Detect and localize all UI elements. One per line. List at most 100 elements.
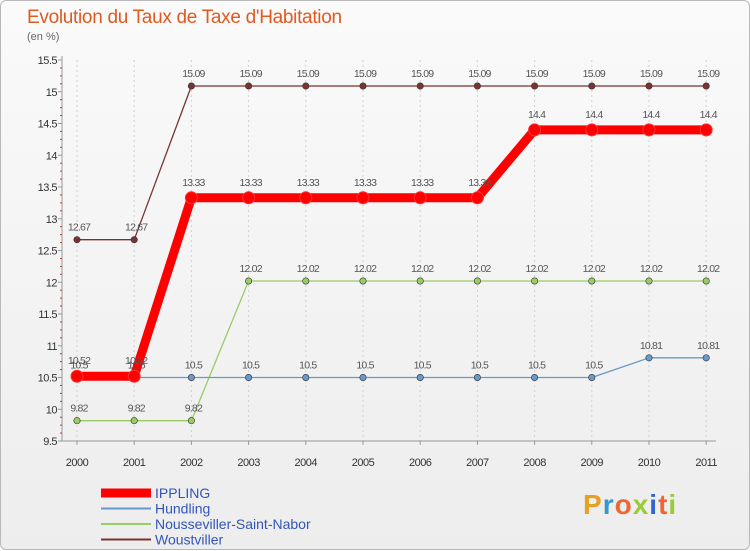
y-tick-label: 15.5 [38, 55, 58, 67]
axes: 9.5 10 10.5 11 11.5 12 12.5 13 13.5 14 14.5 15 15.5 2… [38, 55, 718, 469]
data-point [73, 417, 81, 425]
data-point [531, 82, 539, 90]
data-label: 12.67 [68, 222, 91, 234]
data-label: 9.82 [185, 403, 203, 415]
data-label: 12.67 [125, 222, 148, 234]
data-label: 13.33 [354, 177, 377, 189]
y-tick-label: 10 [46, 404, 58, 416]
chart-subtitle: (en %) [27, 31, 60, 43]
data-point [302, 82, 310, 90]
data-label: 12.02 [297, 263, 320, 275]
x-tick-label: 2009 [581, 457, 604, 469]
data-point [187, 82, 195, 90]
data-point [702, 82, 710, 90]
data-label: 10.5 [585, 360, 603, 372]
legend: IPPLINGHundlingNousseviller-Saint-NaborW… [101, 485, 311, 548]
data-label: 13.33 [182, 177, 205, 189]
data-point [127, 369, 141, 383]
data-label: 10.5 [70, 360, 88, 372]
series-nousseviller-saint-nabor [73, 277, 710, 425]
data-label: 15.09 [640, 68, 663, 80]
x-tick-label: 2001 [123, 457, 146, 469]
series-layer [70, 82, 713, 425]
y-tick-label: 10.5 [38, 373, 58, 385]
logo-letter: o [614, 489, 633, 520]
data-label: 13.33 [297, 177, 320, 189]
x-tick-label: 2002 [180, 457, 203, 469]
data-point [585, 123, 599, 137]
data-point [245, 277, 253, 285]
data-point [702, 277, 710, 285]
data-label: 15.09 [354, 68, 377, 80]
y-tick-label: 15 [46, 87, 58, 99]
data-point [359, 277, 367, 285]
logo-letter: r [602, 489, 615, 520]
y-tick-label: 13 [46, 214, 58, 226]
x-tick-label: 2010 [638, 457, 661, 469]
data-label: 12.02 [697, 263, 720, 275]
data-label: 10.52 [125, 355, 148, 367]
data-label: 14.4 [642, 109, 660, 121]
data-point [245, 82, 253, 90]
legend-label: IPPLING [155, 485, 210, 501]
proxiti-logo: Proxiti [583, 489, 677, 521]
data-label: 14.4 [585, 109, 603, 121]
data-point [184, 191, 198, 205]
data-label: 10.52 [68, 355, 91, 367]
data-label: 12.02 [583, 263, 606, 275]
data-label: 10.5 [528, 360, 546, 372]
x-tick-label: 2003 [237, 457, 260, 469]
x-tick-label: 2005 [352, 457, 375, 469]
y-tick-label: 11.5 [38, 309, 57, 321]
data-point [299, 191, 313, 205]
x-tick-label: 2011 [695, 457, 717, 469]
data-label: 12.02 [525, 263, 548, 275]
data-label: 9.82 [128, 403, 146, 415]
data-point [359, 373, 367, 381]
data-label: 12.02 [239, 263, 262, 275]
data-point [588, 82, 596, 90]
y-tick-label: 9.5 [43, 436, 57, 448]
data-point [531, 373, 539, 381]
data-label: 15.09 [239, 68, 262, 80]
data-point [473, 82, 481, 90]
data-point [588, 373, 596, 381]
data-point [130, 236, 138, 244]
data-point [470, 191, 484, 205]
y-tick-label: 13.5 [38, 182, 58, 194]
data-point [645, 82, 653, 90]
data-label: 9.82 [70, 403, 88, 415]
data-label: 15.09 [583, 68, 606, 80]
data-point [242, 191, 256, 205]
data-point [302, 373, 310, 381]
data-label: 15.09 [697, 68, 720, 80]
x-tick-label: 2006 [409, 457, 432, 469]
data-point [356, 191, 370, 205]
data-label: 10.5 [242, 360, 260, 372]
data-point [473, 373, 481, 381]
data-point [73, 236, 81, 244]
data-label: 14.4 [700, 109, 718, 121]
x-tick-label: 2000 [66, 457, 89, 469]
logo-letter: t [658, 489, 669, 520]
data-point [187, 417, 195, 425]
data-label: 12.02 [354, 263, 377, 275]
data-label: 12.02 [411, 263, 434, 275]
data-label: 13.33 [468, 177, 491, 189]
data-label: 15.09 [525, 68, 548, 80]
series-line [77, 280, 707, 422]
data-point [645, 354, 653, 362]
x-tick-label: 2008 [523, 457, 546, 469]
data-point [645, 277, 653, 285]
data-label: 10.81 [697, 340, 720, 352]
data-label: 15.09 [182, 68, 205, 80]
data-point [130, 417, 138, 425]
data-label: 15.09 [411, 68, 434, 80]
legend-label: Woustviller [155, 532, 224, 548]
data-point [70, 369, 84, 383]
data-labels: 10.52 10.52 13.33 13.33 13.33 13.33 13.33 13.33… [68, 68, 721, 415]
data-point [528, 123, 542, 137]
data-label: 15.09 [297, 68, 320, 80]
data-point [702, 354, 710, 362]
